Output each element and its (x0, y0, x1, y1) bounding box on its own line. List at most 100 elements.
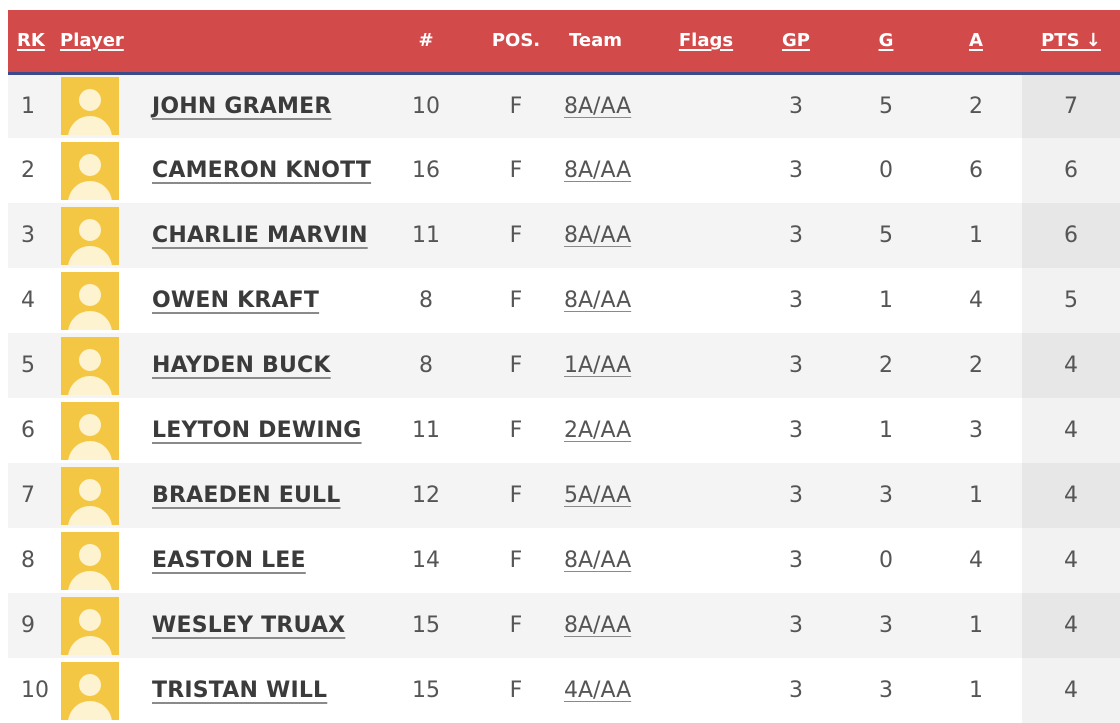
table-body: 1 JOHN GRAMER 10 F 8A/AA 3 5 2 7 2 CAMER… (8, 73, 1120, 723)
goals-cell: 1 (842, 268, 930, 333)
gp-value: 3 (789, 483, 803, 508)
team-link[interactable]: 8A/AA (564, 613, 632, 638)
position-value: F (509, 223, 523, 248)
rank-value: 8 (21, 548, 35, 573)
number-cell: 16 (380, 138, 472, 203)
team-cell: 4A/AA (560, 658, 662, 723)
assists-value: 4 (969, 548, 983, 573)
points-cell: 6 (1022, 138, 1120, 203)
player-name-link[interactable]: TRISTAN WILL (152, 678, 328, 703)
team-link[interactable]: 8A/AA (564, 93, 632, 119)
flags-cell (662, 203, 750, 268)
avatar-cell (60, 73, 140, 138)
rank-cell: 6 (8, 398, 60, 463)
rank-value: 9 (21, 613, 35, 638)
points-cell: 4 (1022, 398, 1120, 463)
team-link[interactable]: 5A/AA (564, 483, 632, 508)
position-cell: F (472, 593, 560, 658)
points-value: 7 (1064, 93, 1078, 119)
position-cell: F (472, 203, 560, 268)
header-player-label[interactable]: Player (60, 30, 124, 52)
gp-cell: 3 (750, 73, 842, 138)
avatar-cell (60, 268, 140, 333)
default-avatar-icon[interactable] (61, 141, 119, 200)
rank-cell: 7 (8, 463, 60, 528)
position-cell: F (472, 73, 560, 138)
table-row: 4 OWEN KRAFT 8 F 8A/AA 3 1 4 5 (8, 268, 1120, 333)
position-value: F (509, 483, 523, 508)
team-link[interactable]: 1A/AA (564, 353, 632, 378)
goals-value: 2 (879, 353, 893, 378)
team-link[interactable]: 8A/AA (564, 548, 632, 573)
header-gp[interactable]: GP (750, 10, 842, 75)
player-name-link[interactable]: HAYDEN BUCK (152, 353, 331, 378)
header-pts-label[interactable]: PTS ↓ (1041, 30, 1101, 52)
team-link[interactable]: 8A/AA (564, 288, 632, 313)
jersey-number: 14 (412, 548, 440, 573)
jersey-number: 10 (412, 93, 440, 119)
goals-value: 3 (879, 613, 893, 638)
player-name-link[interactable]: EASTON LEE (152, 548, 306, 573)
header-gp-label[interactable]: GP (782, 30, 810, 52)
goals-value: 0 (879, 158, 893, 183)
header-g-label[interactable]: G (878, 30, 894, 52)
points-cell: 4 (1022, 333, 1120, 398)
jersey-number: 12 (412, 483, 440, 508)
position-value: F (509, 158, 523, 183)
player-name-link[interactable]: LEYTON DEWING (152, 418, 362, 443)
gp-value: 3 (789, 678, 803, 703)
header-flags-label[interactable]: Flags (678, 30, 734, 52)
position-value: F (509, 288, 523, 313)
player-name-link[interactable]: WESLEY TRUAX (152, 613, 346, 638)
number-cell: 15 (380, 593, 472, 658)
jersey-number: 8 (419, 353, 433, 378)
avatar-cell (60, 138, 140, 203)
player-name-link[interactable]: CHARLIE MARVIN (152, 223, 368, 248)
number-cell: 14 (380, 528, 472, 593)
avatar-cell (60, 528, 140, 593)
assists-value: 2 (969, 93, 983, 119)
team-link[interactable]: 2A/AA (564, 418, 632, 443)
player-name-link[interactable]: OWEN KRAFT (152, 288, 320, 313)
gp-cell: 3 (750, 268, 842, 333)
assists-value: 6 (969, 158, 983, 183)
default-avatar-icon[interactable] (61, 531, 119, 590)
header-g[interactable]: G (842, 10, 930, 75)
header-a[interactable]: A (930, 10, 1022, 75)
goals-value: 5 (879, 223, 893, 248)
header-rk-label[interactable]: RK (17, 30, 45, 52)
points-value: 5 (1064, 288, 1078, 313)
default-avatar-icon[interactable] (61, 401, 119, 460)
assists-value: 4 (969, 288, 983, 313)
default-avatar-icon[interactable] (61, 466, 119, 525)
player-cell: OWEN KRAFT (140, 268, 380, 333)
team-link[interactable]: 4A/AA (564, 678, 632, 703)
player-name-link[interactable]: JOHN GRAMER (152, 93, 332, 119)
team-link[interactable]: 8A/AA (564, 158, 632, 183)
rank-value: 1 (21, 93, 35, 119)
header-pos-label: POS. (491, 30, 541, 52)
default-avatar-icon[interactable] (61, 206, 119, 265)
header-flags[interactable]: Flags (662, 10, 750, 75)
default-avatar-icon[interactable] (61, 271, 119, 330)
default-avatar-icon[interactable] (61, 77, 119, 136)
team-link[interactable]: 8A/AA (564, 223, 632, 248)
player-cell: HAYDEN BUCK (140, 333, 380, 398)
header-rk[interactable]: RK (8, 10, 60, 75)
points-value: 6 (1064, 158, 1078, 183)
header-a-label[interactable]: A (969, 30, 983, 52)
player-name-link[interactable]: CAMERON KNOTT (152, 158, 372, 183)
default-avatar-icon[interactable] (61, 661, 119, 720)
header-pts[interactable]: PTS ↓ (1022, 10, 1120, 75)
team-cell: 8A/AA (560, 203, 662, 268)
rank-cell: 1 (8, 73, 60, 138)
table-row: 3 CHARLIE MARVIN 11 F 8A/AA 3 5 1 6 (8, 203, 1120, 268)
header-player[interactable]: Player (60, 10, 380, 75)
player-name-link[interactable]: BRAEDEN EULL (152, 483, 341, 508)
assists-value: 1 (969, 678, 983, 703)
goals-cell: 3 (842, 658, 930, 723)
default-avatar-icon[interactable] (61, 596, 119, 655)
default-avatar-icon[interactable] (61, 336, 119, 395)
assists-cell: 1 (930, 658, 1022, 723)
points-cell: 7 (1022, 73, 1120, 138)
